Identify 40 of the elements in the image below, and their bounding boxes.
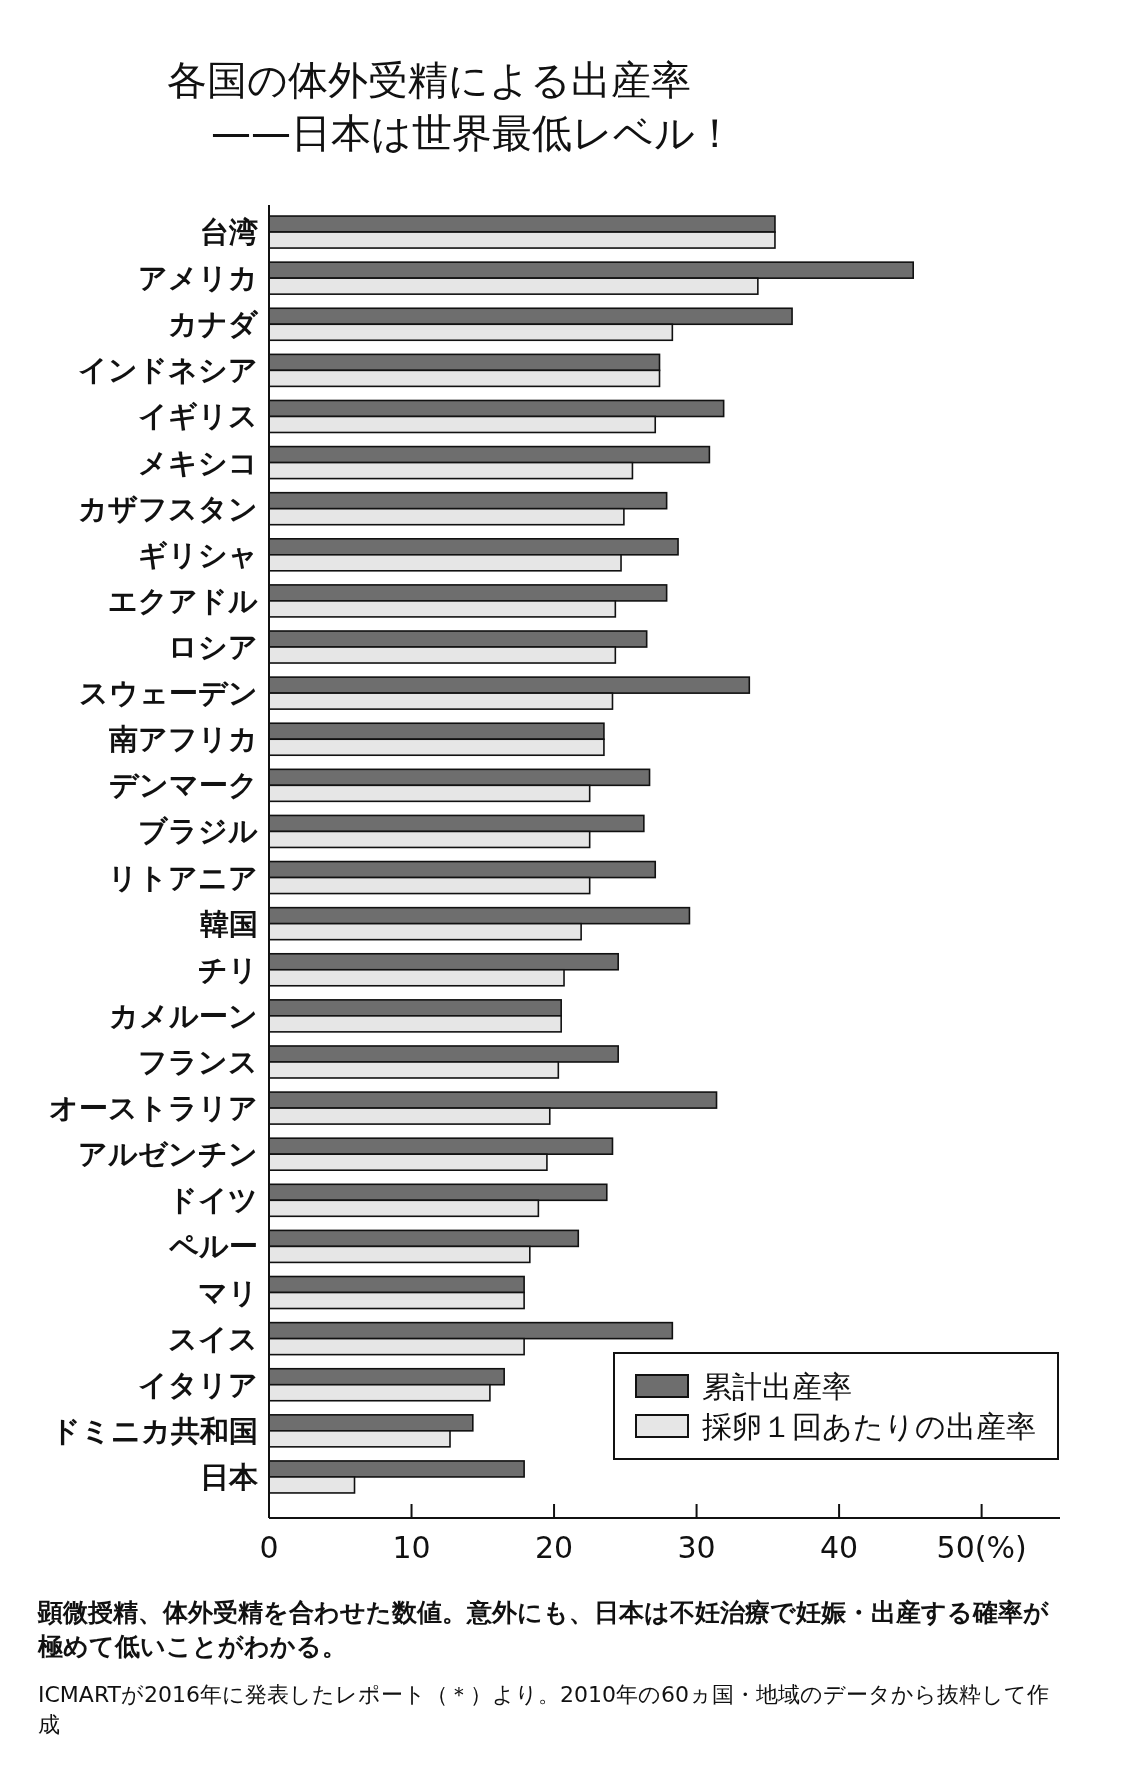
y-tick-label: イギリス <box>138 399 258 434</box>
y-tick-label: オーストラリア <box>49 1091 258 1126</box>
y-tick-label: ドイツ <box>168 1183 258 1218</box>
y-tick-label: チリ <box>198 952 258 987</box>
legend-label: 採卵１回あたりの出産率 <box>702 1408 1036 1444</box>
y-tick-label: カナダ <box>168 307 259 342</box>
x-tick-label: 30 <box>677 1529 716 1565</box>
legend-label: 累計出産率 <box>702 1368 852 1404</box>
y-tick-label: ペルー <box>168 1229 258 1264</box>
y-tick-label: ドミニカ共和国 <box>51 1413 258 1448</box>
y-tick-label: インドネシア <box>78 353 258 388</box>
y-tick-label: メキシコ <box>138 445 258 480</box>
y-tick-label: カメルーン <box>109 998 258 1033</box>
y-tick-label: 台湾 <box>200 215 258 250</box>
x-tick-label: 10 <box>392 1529 431 1565</box>
text: ICMARTが2016年に発表したレポート（＊）より。2010年の60ヵ国・地域のデータから抜粋して作成 <box>38 1681 1050 1739</box>
y-tick-label: エクアドル <box>108 583 258 618</box>
subtitle: ——日本は世界最低レベル！ <box>211 110 735 156</box>
y-tick-label: イタリア <box>138 1367 258 1402</box>
y-tick-label: アメリカ <box>138 261 258 296</box>
y-tick-label: デンマーク <box>109 768 258 803</box>
x-tick-label: 20 <box>534 1529 574 1565</box>
x-tick-label: 40 <box>820 1529 859 1565</box>
y-tick-label: マリ <box>198 1275 258 1310</box>
y-tick-label: アルゼンチン <box>78 1137 258 1172</box>
y-tick-label: リトアニア <box>108 860 258 895</box>
y-tick-label: ロシア <box>168 630 258 665</box>
y-tick-label: カザフスタン <box>78 491 258 526</box>
text: 顕微授精、体外受精を合わせた数値。意外にも、日本は不妊治療で妊娠・出産する確率が極めて低いことがわかる。 <box>38 1597 1050 1663</box>
y-tick-label: 韓国 <box>200 906 258 941</box>
y-tick-label: 南アフリカ <box>108 722 258 757</box>
y-tick-label: ギリシャ <box>138 537 258 572</box>
y-tick-label: 日本 <box>200 1459 259 1494</box>
title: 各国の体外受精による出産率 <box>167 57 691 103</box>
x-tick-label: 50(%) <box>936 1529 1027 1565</box>
y-tick-label: スイス <box>168 1321 258 1356</box>
y-tick-label: ブラジル <box>138 814 258 849</box>
y-tick-label: フランス <box>138 1044 258 1079</box>
x-tick-label: 0 <box>259 1529 279 1565</box>
y-tick-label: スウェーデン <box>79 676 258 711</box>
